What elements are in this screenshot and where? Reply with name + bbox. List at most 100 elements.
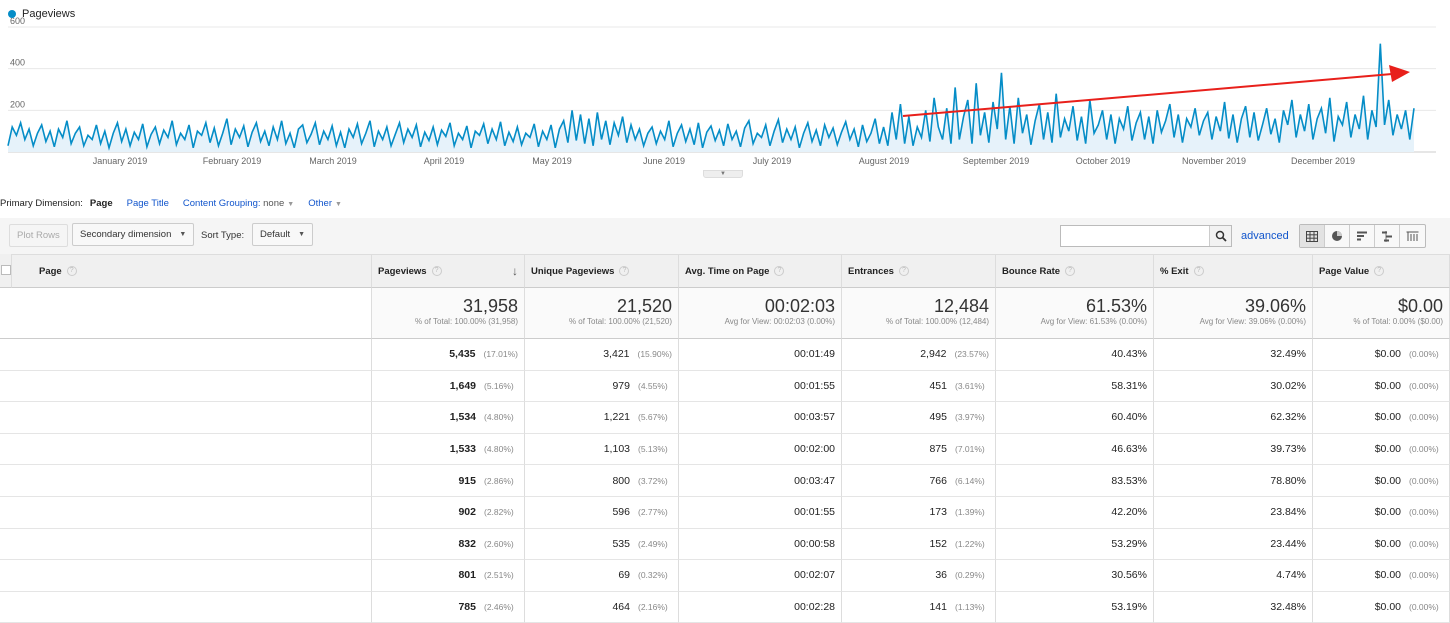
cell-exit: 32.49% <box>1154 339 1313 371</box>
cell-value: 875 <box>929 443 947 456</box>
cell-value: $0.00 <box>1374 506 1401 519</box>
cell-value: 1,533 <box>449 443 476 456</box>
help-icon[interactable]: ? <box>1374 266 1385 276</box>
cell-value: 00:03:57 <box>794 411 835 424</box>
cell-value: 00:01:55 <box>794 379 835 392</box>
cell-value: 801 <box>458 569 476 582</box>
cell-page-value: $0.00 (0.00%) <box>1313 497 1450 529</box>
header-exit[interactable]: % Exit? <box>1154 254 1313 288</box>
cell-value: 596 <box>612 506 630 519</box>
search-input[interactable] <box>1061 226 1209 246</box>
row-page-cell[interactable] <box>0 465 372 497</box>
cell-percentage: (5.13%) <box>638 444 668 455</box>
cell-value: 766 <box>929 474 947 487</box>
row-page-cell[interactable] <box>0 433 372 466</box>
cell-percentage: (2.86%) <box>484 475 514 486</box>
comparison-icon <box>1382 230 1392 242</box>
dimension-page[interactable]: Page <box>89 198 113 209</box>
advanced-filter-link[interactable]: advanced <box>1241 230 1289 242</box>
help-icon[interactable]: ? <box>1193 266 1204 276</box>
cell-unique-pageviews: 1,221 (5.67%) <box>525 402 679 434</box>
cell-value: 832 <box>458 537 476 550</box>
total-value: 39.06% <box>1244 296 1306 316</box>
row-page-cell[interactable] <box>0 339 372 371</box>
total-subtext: Avg for View: 61.53% (0.00%) <box>1040 317 1147 326</box>
help-icon[interactable]: ? <box>1065 266 1076 276</box>
total-subtext: % of Total: 100.00% (12,484) <box>885 317 989 326</box>
trend-arrow-head-icon <box>1389 65 1410 82</box>
cell-value: 2,942 <box>920 348 947 361</box>
cell-page-value: $0.00 (0.00%) <box>1313 370 1450 403</box>
header-label: Entrances <box>848 265 894 277</box>
search-icon <box>1215 230 1227 242</box>
cell-percentage: (3.61%) <box>955 380 985 391</box>
cell-value: 00:01:55 <box>794 506 835 519</box>
cell-percentage: (2.60%) <box>484 538 514 549</box>
cell-page-value: $0.00 (0.00%) <box>1313 465 1450 497</box>
total-subtext: % of Total: 100.00% (21,520) <box>568 317 672 326</box>
caret-down-icon: ▼ <box>179 231 187 238</box>
cell-value: 32.49% <box>1270 348 1306 361</box>
comparison-view-button[interactable] <box>1375 225 1400 247</box>
performance-view-button[interactable] <box>1350 225 1375 247</box>
total-subtext: Avg for View: 39.06% (0.00%) <box>1199 317 1306 326</box>
cell-entrances: 173 (1.39%) <box>842 497 996 529</box>
header-entrances[interactable]: Entrances? <box>842 254 996 288</box>
table-view-button[interactable] <box>1300 225 1325 247</box>
row-page-cell[interactable] <box>0 497 372 529</box>
help-icon[interactable]: ? <box>431 266 442 276</box>
cell-value: 1,649 <box>449 379 476 392</box>
cell-value: 4.74% <box>1276 569 1306 582</box>
header-label: Avg. Time on Page <box>685 265 770 277</box>
row-page-cell[interactable] <box>0 402 372 434</box>
cell-percentage: (2.46%) <box>484 602 514 613</box>
pie-view-button[interactable] <box>1325 225 1350 247</box>
help-icon[interactable]: ? <box>619 266 630 276</box>
help-icon[interactable]: ? <box>66 266 77 276</box>
row-page-cell[interactable] <box>0 370 372 403</box>
select-all-checkbox[interactable] <box>1 265 11 275</box>
help-icon[interactable]: ? <box>898 266 909 276</box>
dimension-content-grouping[interactable]: Content Grouping: none ▼ <box>183 198 294 209</box>
cell-exit: 4.74% <box>1154 560 1313 592</box>
row-page-cell[interactable] <box>0 560 372 592</box>
search-button[interactable] <box>1209 226 1231 246</box>
total-entrances: 12,484% of Total: 100.00% (12,484) <box>842 288 996 339</box>
cell-exit: 32.48% <box>1154 591 1313 623</box>
cell-value: $0.00 <box>1374 601 1401 614</box>
row-page-cell[interactable] <box>0 528 372 561</box>
header-page-value[interactable]: Page Value? <box>1313 254 1450 288</box>
cell-avg-time: 00:02:07 <box>679 560 842 592</box>
secondary-dimension-dropdown[interactable]: Secondary dimension ▼ <box>72 223 195 246</box>
header-bounce-rate[interactable]: Bounce Rate? <box>996 254 1154 288</box>
plot-rows-button[interactable]: Plot Rows <box>9 224 68 247</box>
row-page-cell[interactable] <box>0 591 372 623</box>
chart-collapse-handle[interactable]: ▼ <box>703 170 743 178</box>
dimension-other[interactable]: Other ▼ <box>308 198 342 209</box>
cell-value: 152 <box>929 537 947 550</box>
cell-value: 00:03:47 <box>794 474 835 487</box>
cell-value: 00:02:07 <box>794 569 835 582</box>
header-avg-time[interactable]: Avg. Time on Page? <box>679 254 842 288</box>
sort-type-dropdown[interactable]: Default ▼ <box>252 223 314 246</box>
cell-value: $0.00 <box>1374 569 1401 582</box>
pivot-view-button[interactable] <box>1400 225 1425 247</box>
cell-bounce-rate: 58.31% <box>996 370 1154 403</box>
header-label: % Exit <box>1160 265 1189 277</box>
header-unique-pageviews[interactable]: Unique Pageviews? <box>525 254 679 288</box>
dimension-page-title[interactable]: Page Title <box>126 198 169 209</box>
header-page[interactable]: Page? <box>12 254 372 288</box>
pageviews-line <box>7 43 1415 151</box>
cell-pageviews: 1,649 (5.16%) <box>372 370 525 403</box>
pageviews-chart: 600 400 200 January 2019 February 2019 March … <box>0 0 1450 185</box>
cell-value: 30.56% <box>1111 569 1147 582</box>
trend-arrow-line <box>902 73 1393 117</box>
header-pageviews[interactable]: Pageviews? ↓ <box>372 254 525 288</box>
cell-percentage: (0.00%) <box>1409 507 1439 518</box>
sort-type-value: Default <box>260 229 291 240</box>
cell-percentage: (7.01%) <box>955 444 985 455</box>
x-tick-label: July 2019 <box>753 156 792 166</box>
help-icon[interactable]: ? <box>774 266 785 276</box>
cell-percentage: (1.39%) <box>955 507 985 518</box>
cell-avg-time: 00:02:28 <box>679 591 842 623</box>
